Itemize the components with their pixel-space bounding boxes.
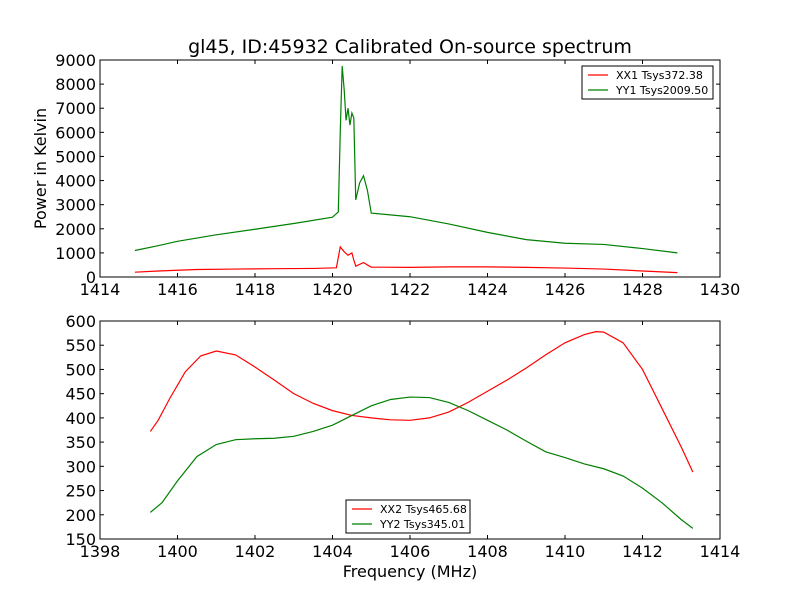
x-tick-label: 1428	[622, 280, 663, 299]
x-tick-label: 1400	[157, 542, 198, 561]
x-axis-title: Frequency (MHz)	[343, 562, 477, 581]
x-tick-label: 1412	[622, 542, 663, 561]
x-tick-label: 1408	[467, 542, 508, 561]
series-line-yy	[134, 65, 678, 254]
x-tick-label: 1426	[545, 280, 586, 299]
x-tick-label: 1416	[157, 280, 198, 299]
x-tick-label: 1410	[545, 542, 586, 561]
legend-entry: XX2 Tsys465.68	[380, 503, 467, 516]
y-tick-label: 8000	[55, 75, 96, 94]
y-tick-label: 3000	[55, 196, 96, 215]
series-line-xx	[149, 331, 694, 473]
y-tick-label: 500	[65, 360, 96, 379]
y-tick-label: 150	[65, 530, 96, 549]
y-tick-label: 9000	[55, 51, 96, 70]
y-tick-label: 6000	[55, 123, 96, 142]
y-tick-label: 1000	[55, 244, 96, 263]
legend: XX1 Tsys372.38 YY1 Tsys2009.50	[581, 65, 714, 100]
x-tick-label: 1406	[390, 542, 431, 561]
x-tick-label: 1418	[235, 280, 276, 299]
legend-entry: YY1 Tsys2009.50	[615, 84, 708, 97]
y-tick-label: 7000	[55, 99, 96, 118]
x-tick-label: 1422	[390, 280, 431, 299]
legend-entry: YY2 Tsys345.01	[379, 518, 465, 531]
y-tick-label: 550	[65, 336, 96, 355]
y-tick-label: 0	[86, 268, 96, 287]
series-line-xx	[134, 245, 678, 274]
x-tick-label: 1414	[80, 280, 121, 299]
y-tick-label: 5000	[55, 147, 96, 166]
y-tick-label: 450	[65, 385, 96, 404]
x-tick-label: 1424	[467, 280, 508, 299]
y-tick-label: 400	[65, 409, 96, 428]
top-spectrum-panel: 1414 1416 1418 1420 1422 1424 1426 1428 1430 0 100…	[31, 36, 740, 299]
y-tick-label: 300	[65, 457, 96, 476]
x-tick-label: 1430	[700, 280, 741, 299]
x-tick-label: 1420	[312, 280, 353, 299]
legend-box	[581, 65, 714, 100]
x-tick-label: 1398	[80, 542, 121, 561]
bottom-spectrum-panel: 1398 1400 1402 1404 1406 1408 1410 1412 1414 150 2…	[65, 312, 740, 581]
legend-entry: XX1 Tsys372.38	[616, 69, 703, 82]
y-tick-label: 2000	[55, 220, 96, 239]
legend: XX2 Tsys465.68 YY2 Tsys345.01	[345, 499, 471, 534]
y-tick-label: 250	[65, 482, 96, 501]
x-tick-label: 1404	[312, 542, 353, 561]
series-line-yy	[149, 396, 694, 529]
y-tick-label: 350	[65, 433, 96, 452]
y-tick-label: 600	[65, 312, 96, 331]
x-tick-label: 1402	[235, 542, 276, 561]
y-tick-label: 4000	[55, 172, 96, 191]
legend-box	[345, 499, 471, 534]
y-axis-title: Power in Kelvin	[31, 108, 50, 229]
chart-title: gl45, ID:45932 Calibrated On-source spec…	[188, 36, 632, 58]
y-tick-label: 200	[65, 506, 96, 525]
x-tick-label: 1414	[700, 542, 741, 561]
